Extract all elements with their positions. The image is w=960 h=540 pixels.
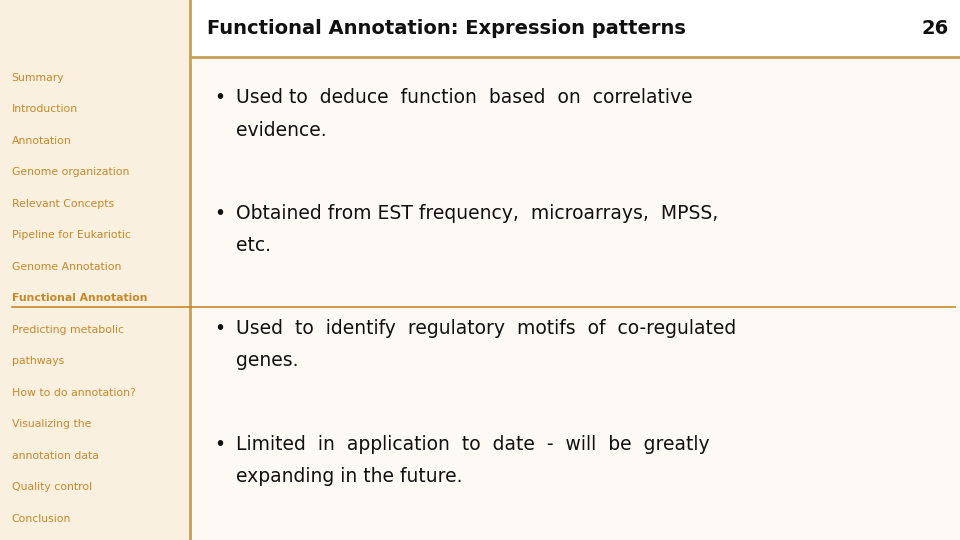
- Text: Genome organization: Genome organization: [12, 167, 129, 177]
- Text: Limited  in  application  to  date  -  will  be  greatly: Limited in application to date - will be…: [236, 435, 709, 454]
- Text: Annotation: Annotation: [12, 136, 71, 146]
- Text: Functional Annotation: Expression patterns: Functional Annotation: Expression patter…: [207, 19, 686, 38]
- Text: annotation data: annotation data: [12, 451, 98, 461]
- Text: •: •: [214, 204, 226, 222]
- Text: Introduction: Introduction: [12, 104, 78, 114]
- Text: pathways: pathways: [12, 356, 63, 366]
- Text: Used  to  identify  regulatory  motifs  of  co-regulated: Used to identify regulatory motifs of co…: [236, 319, 736, 338]
- FancyBboxPatch shape: [190, 57, 960, 540]
- Text: Conclusion: Conclusion: [12, 514, 71, 524]
- Text: Visualizing the: Visualizing the: [12, 420, 91, 429]
- Text: Obtained from EST frequency,  microarrays,  MPSS,: Obtained from EST frequency, microarrays…: [236, 204, 718, 222]
- Text: expanding in the future.: expanding in the future.: [236, 467, 463, 486]
- FancyBboxPatch shape: [190, 0, 960, 57]
- Text: Functional Annotation: Functional Annotation: [12, 293, 147, 303]
- Text: Quality control: Quality control: [12, 482, 91, 492]
- Text: 26: 26: [922, 19, 948, 38]
- Text: Predicting metabolic: Predicting metabolic: [12, 325, 124, 335]
- Text: Relevant Concepts: Relevant Concepts: [12, 199, 113, 209]
- FancyBboxPatch shape: [0, 0, 190, 540]
- Text: etc.: etc.: [236, 236, 271, 255]
- Text: genes.: genes.: [236, 352, 299, 370]
- Text: evidence.: evidence.: [236, 120, 326, 140]
- Text: Pipeline for Eukariotic: Pipeline for Eukariotic: [12, 231, 131, 240]
- Text: Genome Annotation: Genome Annotation: [12, 262, 121, 272]
- Text: •: •: [214, 88, 226, 107]
- Text: Used to  deduce  function  based  on  correlative: Used to deduce function based on correla…: [236, 88, 693, 107]
- Text: •: •: [214, 435, 226, 454]
- Text: Summary: Summary: [12, 73, 64, 83]
- Text: How to do annotation?: How to do annotation?: [12, 388, 135, 398]
- Text: •: •: [214, 319, 226, 338]
